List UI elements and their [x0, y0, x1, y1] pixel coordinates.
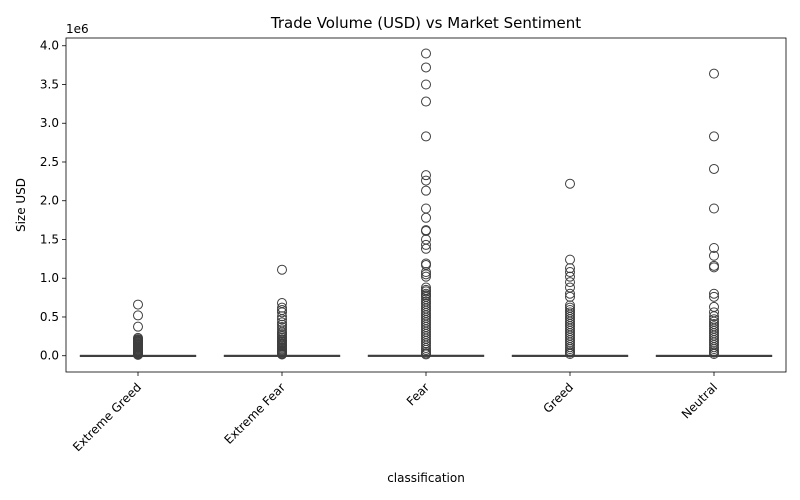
box-group — [79, 299, 197, 360]
y-tick-label: 1.5 — [40, 232, 59, 246]
outlier-point — [277, 349, 287, 360]
outlier-point — [565, 271, 575, 282]
outlier-point — [277, 307, 287, 318]
outlier-point — [421, 234, 431, 245]
outlier-point — [709, 203, 719, 214]
outlier-point — [421, 96, 431, 107]
outlier-point — [421, 175, 431, 186]
outlier-point — [421, 48, 431, 59]
box-group — [655, 68, 773, 360]
y-offset-label: 1e6 — [66, 22, 89, 36]
y-tick-label: 0.5 — [40, 310, 59, 324]
y-axis-label: Size USD — [14, 178, 28, 232]
outlier-point — [565, 267, 575, 278]
outlier-point — [421, 225, 431, 236]
outlier-point — [421, 286, 431, 297]
outlier-point — [709, 349, 719, 360]
x-tick-label: Greed — [541, 380, 577, 416]
outlier-point — [133, 349, 143, 360]
outlier-point — [565, 178, 575, 189]
x-tick-label: Extreme Greed — [70, 380, 144, 454]
outlier-point — [421, 212, 431, 223]
outlier-point — [709, 262, 719, 273]
outlier-point — [421, 170, 431, 181]
y-tick-label: 4.0 — [40, 39, 59, 53]
y-tick-label: 3.5 — [40, 77, 59, 91]
outlier-point — [421, 62, 431, 73]
outlier-point — [709, 163, 719, 174]
plot-area — [79, 48, 773, 360]
box-group — [223, 264, 341, 360]
outlier-point — [709, 68, 719, 79]
outlier-point — [421, 203, 431, 214]
outlier-point — [421, 269, 431, 280]
outlier-point — [709, 131, 719, 142]
x-tick-label: Fear — [404, 380, 432, 408]
outlier-point — [133, 321, 143, 332]
y-tick-label: 2.5 — [40, 155, 59, 169]
y-tick-label: 3.0 — [40, 116, 59, 130]
chart-title: Trade Volume (USD) vs Market Sentiment — [270, 14, 581, 32]
outlier-point — [277, 314, 287, 325]
y-tick-label: 1.0 — [40, 271, 59, 285]
y-tick-label: 0.0 — [40, 349, 59, 363]
outlier-point — [709, 291, 719, 302]
outlier-point — [565, 288, 575, 299]
outlier-point — [421, 267, 431, 278]
x-tick-label: Extreme Fear — [221, 380, 288, 447]
outlier-point — [565, 254, 575, 265]
y-axis-ticks: 0.0 0.5 1.0 1.5 2.0 2.5 3.0 3.5 4.0 — [40, 39, 66, 363]
plot-frame — [65, 37, 787, 373]
outlier-point — [133, 310, 143, 321]
outlier-point — [565, 349, 575, 360]
x-axis-ticks: Extreme Greed Extreme Fear Fear Greed Neutra… — [70, 372, 720, 454]
outlier-point — [421, 271, 431, 282]
outlier-point — [709, 250, 719, 261]
outlier-point — [421, 243, 431, 254]
outlier-point — [421, 225, 431, 236]
box-group — [367, 48, 485, 360]
outlier-point — [709, 243, 719, 254]
outlier-point — [709, 288, 719, 299]
outlier-point — [421, 131, 431, 142]
outlier-point — [421, 239, 431, 250]
outlier-point — [421, 79, 431, 90]
x-axis-label: classification — [387, 471, 465, 485]
outlier-point — [709, 301, 719, 312]
x-tick-label: Neutral — [679, 380, 720, 421]
outlier-point — [421, 349, 431, 360]
outlier-point — [709, 311, 719, 322]
box-group — [511, 178, 629, 360]
outlier-point — [133, 299, 143, 310]
outlier-point — [277, 264, 287, 275]
outlier-point — [565, 277, 575, 288]
y-tick-label: 2.0 — [40, 194, 59, 208]
outlier-point — [421, 185, 431, 196]
